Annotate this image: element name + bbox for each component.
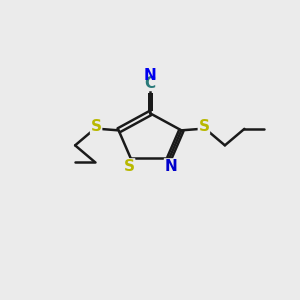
Text: N: N [164, 159, 177, 174]
Text: C: C [144, 76, 156, 91]
Text: S: S [124, 159, 135, 174]
Text: N: N [144, 68, 156, 83]
Text: S: S [198, 119, 209, 134]
Text: S: S [91, 119, 102, 134]
